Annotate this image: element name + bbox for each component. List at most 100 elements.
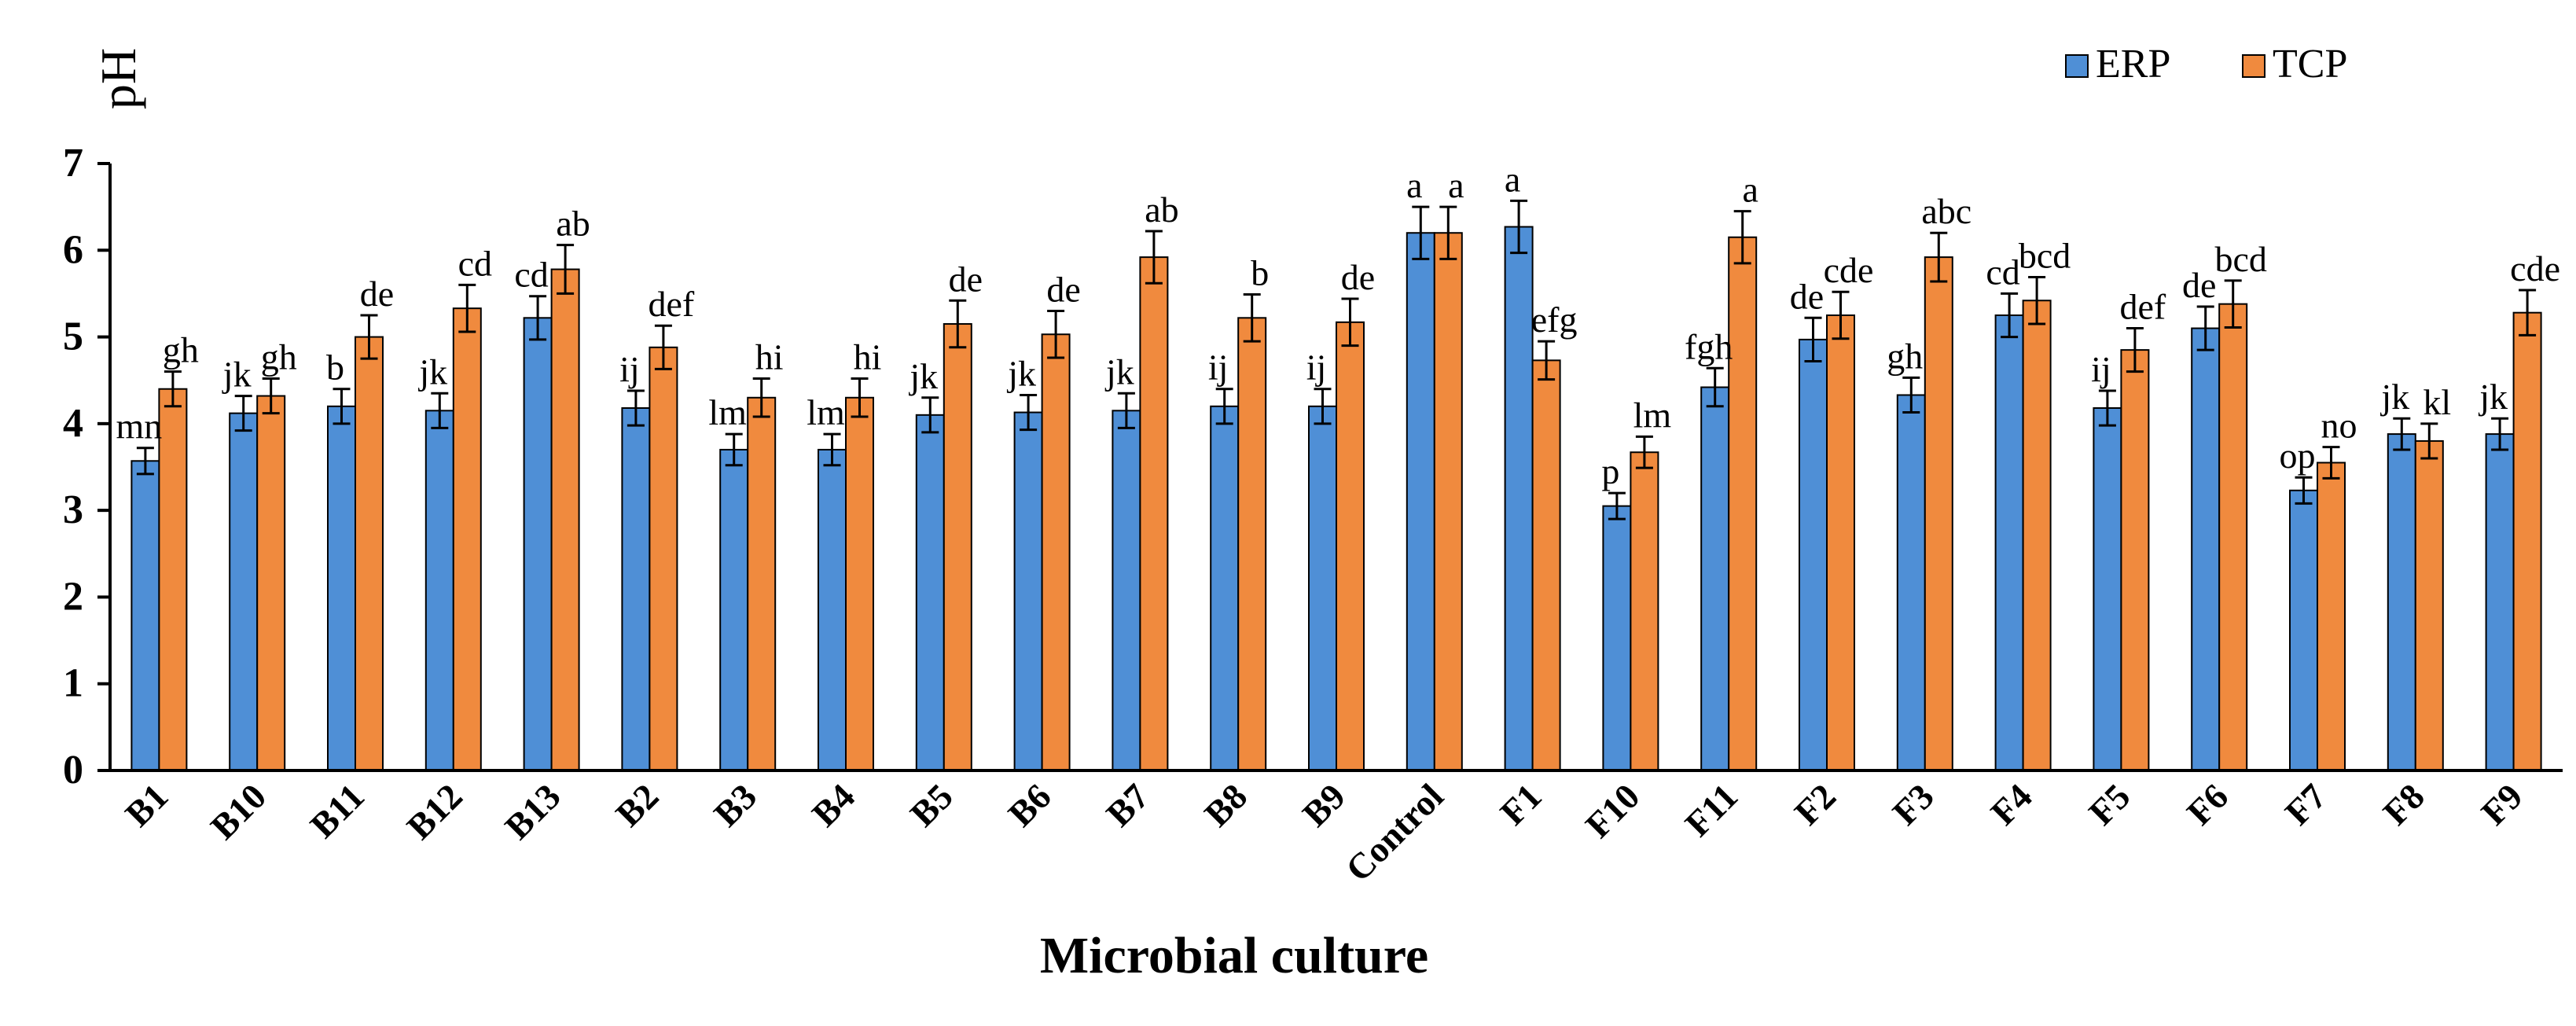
significance-label-tcp-b11: de (360, 274, 394, 314)
bar-tcp-b8 (1237, 317, 1267, 771)
significance-label-tcp-b8: b (1251, 253, 1269, 293)
bar-erp-control (1406, 232, 1435, 771)
bar-tcp-b1 (158, 388, 188, 771)
significance-label-erp-b7: jk (1104, 351, 1134, 392)
category-label-b9: B9 (1295, 776, 1353, 834)
significance-label-tcp-f3: abc (1921, 191, 1972, 231)
y-tick-label-0: 0 (63, 748, 83, 792)
category-label-b11: B11 (303, 776, 372, 845)
bar-erp-b6 (1013, 411, 1043, 772)
significance-label-erp-f2: de (1790, 276, 1824, 316)
bar-tcp-f9 (2512, 311, 2542, 772)
error-bars (136, 199, 2537, 520)
significance-label-erp-b5: jk (908, 356, 938, 396)
significance-label-tcp-f6: bcd (2214, 239, 2266, 279)
legend-swatch-erp (2065, 54, 2089, 78)
significance-label-tcp-control: a (1448, 165, 1464, 205)
bar-tcp-f5 (2120, 349, 2150, 772)
significance-label-tcp-b1: gh (163, 330, 199, 370)
category-label-f8: F8 (2376, 776, 2432, 833)
significance-label-tcp-f9: cde (2510, 248, 2560, 289)
significance-label-tcp-b10: gh (261, 337, 297, 377)
y-tick-label-7: 7 (63, 141, 83, 186)
bar-erp-f2 (1799, 338, 1828, 771)
y-tick-label-4: 4 (63, 401, 83, 446)
category-label-f9: F9 (2473, 776, 2530, 833)
category-label-b10: B10 (203, 776, 274, 847)
bar-erp-f7 (2289, 489, 2318, 772)
bar-tcp-b13 (550, 268, 580, 771)
bar-erp-b5 (915, 414, 945, 771)
category-label-f5: F5 (2081, 776, 2137, 833)
bar-tcp-f4 (2022, 300, 2052, 772)
bar-erp-f6 (2191, 327, 2221, 771)
bar-erp-f9 (2485, 433, 2515, 771)
bar-erp-b4 (818, 448, 847, 771)
significance-label-erp-b4: lm (807, 392, 845, 432)
category-label-f4: F4 (1983, 776, 2039, 833)
category-label-b2: B2 (608, 776, 666, 834)
significance-label-erp-control: a (1406, 165, 1422, 205)
bar-erp-b7 (1112, 410, 1141, 771)
bar-tcp-b2 (649, 346, 678, 771)
significance-label-erp-f6: de (2182, 265, 2216, 305)
bar-tcp-f1 (1531, 359, 1561, 771)
bar-erp-b9 (1308, 405, 1337, 771)
category-label-b8: B8 (1196, 776, 1255, 834)
bar-erp-b8 (1210, 405, 1240, 771)
bar-erp-b1 (130, 460, 160, 772)
bar-tcp-control (1433, 232, 1463, 771)
category-label-b13: B13 (497, 776, 568, 847)
significance-label-tcp-b5: de (949, 259, 983, 299)
significance-label-erp-f5: ij (2091, 349, 2111, 389)
bar-tcp-b6 (1041, 333, 1071, 771)
bar-erp-b12 (424, 410, 454, 771)
significance-label-tcp-f2: cde (1824, 250, 1874, 290)
significance-label-erp-b13: cd (514, 255, 548, 295)
bar-tcp-f11 (1728, 236, 1758, 771)
y-tick-label-2: 2 (63, 574, 83, 619)
significance-label-erp-b10: jk (222, 355, 252, 395)
significance-label-erp-f11: fgh (1685, 326, 1733, 366)
bar-erp-f11 (1700, 386, 1730, 771)
category-label-f1: F1 (1492, 776, 1549, 833)
bar-erp-f8 (2387, 433, 2416, 771)
y-tick-label-5: 5 (63, 314, 83, 359)
category-label-f10: F10 (1578, 776, 1647, 845)
bar-tcp-b4 (845, 396, 874, 771)
significance-label-tcp-f10: lm (1633, 395, 1672, 435)
bar-erp-f5 (2093, 407, 2122, 772)
category-label-b12: B12 (399, 776, 470, 847)
significance-label-erp-f10: p (1601, 451, 1619, 491)
significance-label-erp-f1: a (1505, 159, 1520, 199)
significance-label-erp-f7: op (2280, 436, 2316, 476)
bar-tcp-f7 (2317, 462, 2346, 771)
significance-label-erp-f8: jk (2379, 377, 2409, 417)
bar-tcp-b5 (943, 323, 972, 771)
legend: ERP TCP (2065, 42, 2347, 86)
significance-label-tcp-f7: no (2321, 406, 2357, 446)
bar-erp-f1 (1504, 226, 1534, 772)
bar-tcp-f8 (2414, 439, 2444, 772)
category-label-b1: B1 (117, 776, 175, 834)
significance-label-erp-f4: cd (1986, 252, 2019, 292)
significance-label-tcp-f4: bcd (2019, 235, 2071, 275)
bar-erp-f10 (1602, 505, 1632, 772)
y-tick-label-6: 6 (63, 227, 83, 272)
category-label-f2: F2 (1787, 776, 1843, 833)
bar-tcp-b11 (355, 336, 384, 772)
category-label-f3: F3 (1885, 776, 1942, 833)
significance-label-tcp-b6: de (1046, 269, 1080, 309)
bars (130, 226, 2542, 772)
significance-label-erp-b9: ij (1306, 348, 1327, 388)
significance-label-erp-b6: jk (1006, 353, 1036, 393)
category-label-b5: B5 (902, 776, 961, 834)
bar-tcp-b7 (1139, 256, 1169, 771)
bar-tcp-f2 (1826, 314, 1855, 771)
significance-label-erp-f9: jk (2478, 377, 2508, 417)
category-label-b4: B4 (804, 776, 862, 834)
bar-tcp-f10 (1630, 451, 1659, 771)
significance-label-tcp-f11: a (1742, 170, 1758, 210)
bar-tcp-b12 (452, 307, 482, 772)
